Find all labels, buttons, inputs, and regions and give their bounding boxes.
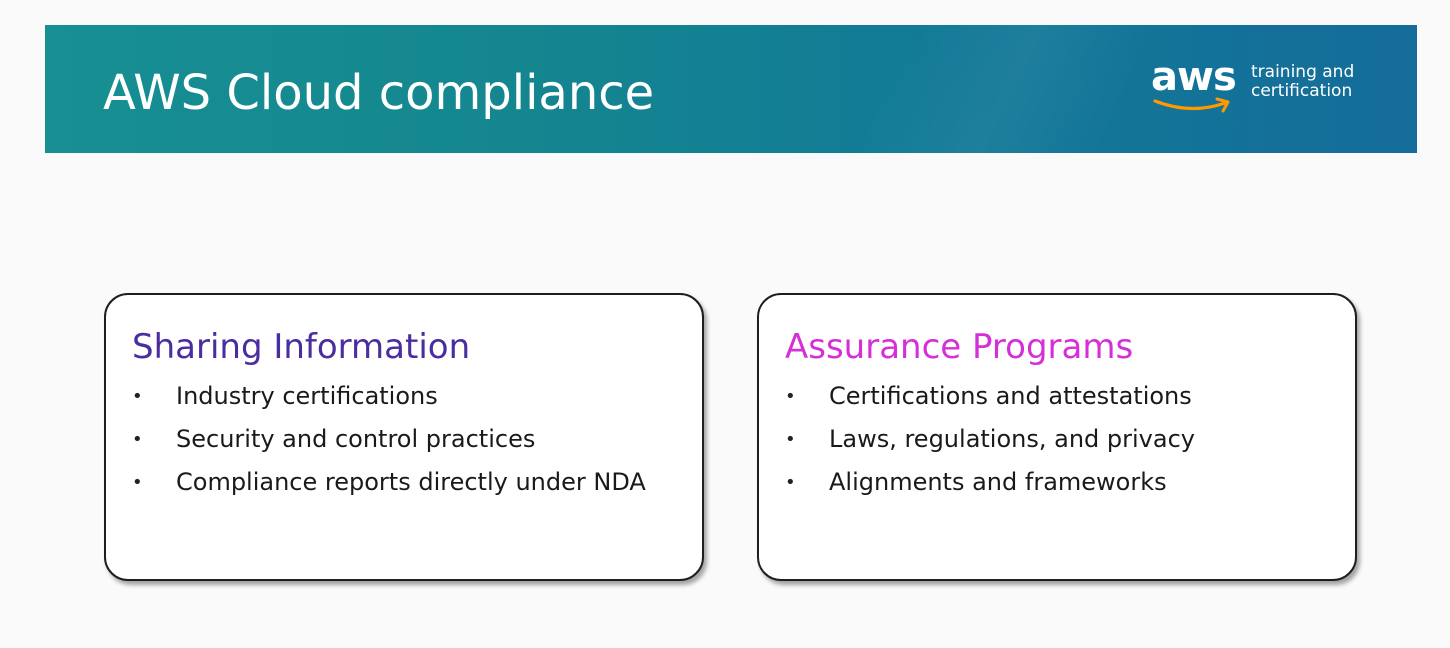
list-item: • Security and control practices [132, 418, 646, 461]
bullet-icon: • [785, 429, 796, 450]
list-item: • Laws, regulations, and privacy [785, 418, 1195, 461]
list-item-text: Security and control practices [176, 425, 536, 453]
list-item-text: Industry certifications [176, 382, 438, 410]
bullet-icon: • [785, 472, 796, 493]
assurance-programs-heading: Assurance Programs [785, 327, 1134, 367]
list-item-text: Compliance reports directly under NDA [176, 468, 646, 496]
assurance-programs-list: • Certifications and attestations • Laws, … [785, 375, 1195, 504]
bullet-icon: • [785, 386, 796, 407]
sharing-information-heading: Sharing Information [132, 327, 471, 367]
list-item-text: Certifications and attestations [829, 382, 1192, 410]
logo-tagline: training and certification [1251, 63, 1354, 101]
list-item: • Compliance reports directly under NDA [132, 461, 646, 504]
title-banner: AWS Cloud compliance aws training and ce… [45, 25, 1417, 153]
assurance-programs-card: Assurance Programs • Certifications and a… [757, 293, 1357, 581]
logo-tagline-line2: certification [1251, 81, 1353, 101]
page-title: AWS Cloud compliance [103, 65, 655, 121]
sharing-information-list: • Industry certifications • Security and c… [132, 375, 646, 504]
list-item: • Alignments and frameworks [785, 461, 1195, 504]
list-item: • Industry certifications [132, 375, 646, 418]
bullet-icon: • [132, 386, 143, 407]
aws-training-logo: aws training and certification [1151, 55, 1391, 125]
banner-sheen [745, 25, 1265, 153]
list-item: • Certifications and attestations [785, 375, 1195, 418]
aws-logo-word: aws [1151, 54, 1237, 100]
logo-tagline-line1: training and [1251, 62, 1355, 82]
bullet-icon: • [132, 472, 143, 493]
aws-smile-icon [1153, 97, 1230, 113]
list-item-text: Laws, regulations, and privacy [829, 425, 1195, 453]
bullet-icon: • [132, 429, 143, 450]
sharing-information-card: Sharing Information • Industry certificat… [104, 293, 704, 581]
list-item-text: Alignments and frameworks [829, 468, 1167, 496]
